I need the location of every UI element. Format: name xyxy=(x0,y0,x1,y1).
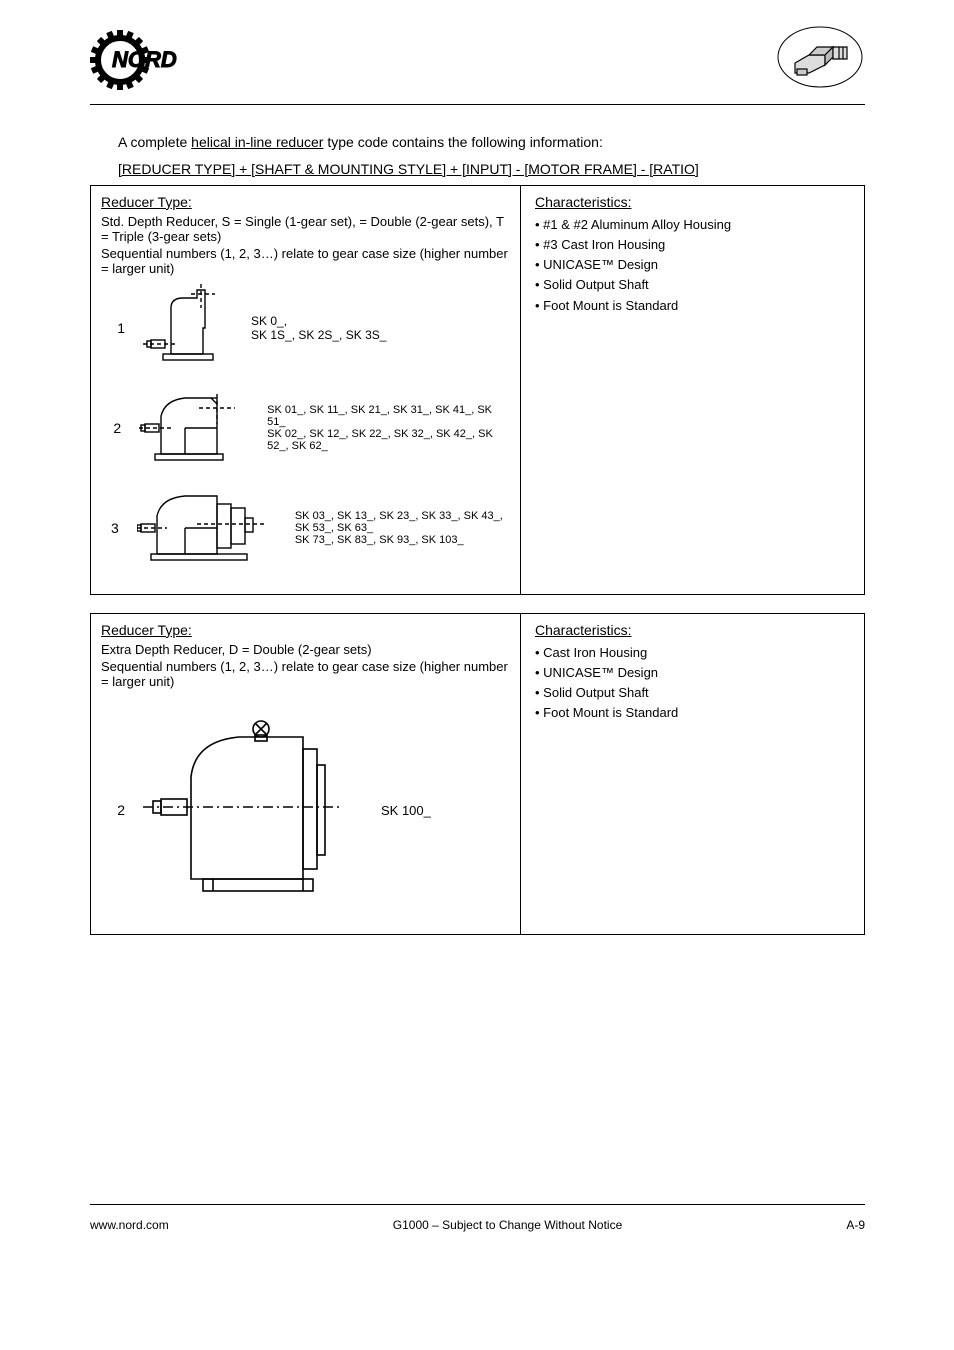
panel1-char-title: Characteristics: xyxy=(535,194,850,210)
gearbox-single-icon xyxy=(143,284,233,372)
panel1-char-list: • #1 & #2 Aluminum Alloy Housing • #3 Ca… xyxy=(535,216,850,315)
header-divider xyxy=(90,104,865,105)
panel1-row-2: 2 xyxy=(101,384,510,472)
gearbox-extra-depth-icon xyxy=(143,709,363,912)
panel-extra-depth: Reducer Type: Extra Depth Reducer, D = D… xyxy=(90,613,865,935)
panel2-seq-note: Sequential numbers (1, 2, 3…) relate to … xyxy=(101,659,510,689)
panel1-row-3-labels: SK 03_, SK 13_, SK 23_, SK 33_, SK 43_, … xyxy=(295,510,510,546)
lead-sentence: A complete helical in-line reducer type … xyxy=(90,133,865,152)
panel1-title: Reducer Type: xyxy=(101,194,510,210)
gearmotor-icon xyxy=(775,25,865,90)
panel2-row-1-labels: SK 100_ xyxy=(381,803,431,818)
panel1-row-3-num: 3 xyxy=(101,520,119,536)
panel1-row-1: 1 xyxy=(101,284,510,372)
footer-center: G1000 – Subject to Change Without Notice xyxy=(393,1218,622,1232)
panel1-row-2-num: 2 xyxy=(101,420,121,436)
footer: www.nord.com G1000 – Subject to Change W… xyxy=(90,1218,865,1232)
lead-prefix: A complete xyxy=(118,134,191,150)
panel1-char-0: • #1 & #2 Aluminum Alloy Housing xyxy=(535,216,850,234)
panel-std-depth: Reducer Type: Std. Depth Reducer, S = Si… xyxy=(90,185,865,595)
panel2-char-list: • Cast Iron Housing • UNICASE™ Design • … xyxy=(535,644,850,723)
panel1-row-3: 3 xyxy=(101,484,510,572)
footer-divider xyxy=(90,1204,865,1205)
panel1-row-2-labels: SK 01_, SK 11_, SK 21_, SK 31_, SK 41_, … xyxy=(267,404,510,452)
code-template: [REDUCER TYPE] + [SHAFT & MOUNTING STYLE… xyxy=(90,160,865,179)
panel1-row-1-num: 1 xyxy=(101,320,125,336)
lead-underline: helical in-line reducer xyxy=(191,134,323,150)
lead-suffix: type code contains the following informa… xyxy=(323,134,602,150)
panel2-char-0: • Cast Iron Housing xyxy=(535,644,850,662)
panel2-row-1: 2 xyxy=(101,709,510,912)
panel2-row-1-num: 2 xyxy=(101,802,125,818)
panel2-seq-intro: Extra Depth Reducer, D = Double (2-gear … xyxy=(101,642,510,657)
panel1-char-2: • UNICASE™ Design xyxy=(535,256,850,274)
svg-text:NORD: NORD xyxy=(112,47,177,72)
footer-www: www.nord.com xyxy=(90,1218,169,1232)
panel1-seq-note: Sequential numbers (1, 2, 3…) relate to … xyxy=(101,246,510,276)
panel1-row-1-labels: SK 0_, SK 1S_, SK 2S_, SK 3S_ xyxy=(251,314,386,342)
gearbox-triple-icon xyxy=(137,484,277,572)
panel2-char-3: • Foot Mount is Standard xyxy=(535,704,850,722)
panel1-char-3: • Solid Output Shaft xyxy=(535,276,850,294)
panel1-char-1: • #3 Cast Iron Housing xyxy=(535,236,850,254)
nord-logo: NORD xyxy=(90,25,200,95)
panel1-seq-intro: Std. Depth Reducer, S = Single (1-gear s… xyxy=(101,214,510,244)
panel1-char-4: • Foot Mount is Standard xyxy=(535,297,850,315)
panel2-title: Reducer Type: xyxy=(101,622,510,638)
panel2-char-2: • Solid Output Shaft xyxy=(535,684,850,702)
gearbox-double-icon xyxy=(139,384,249,472)
footer-pagenum: A-9 xyxy=(846,1218,865,1232)
panel2-char-1: • UNICASE™ Design xyxy=(535,664,850,682)
panel2-char-title: Characteristics: xyxy=(535,622,850,638)
